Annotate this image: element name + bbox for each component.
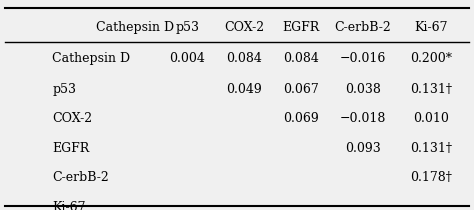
Text: Cathepsin D: Cathepsin D bbox=[96, 21, 174, 34]
Text: 0.069: 0.069 bbox=[283, 112, 319, 125]
Text: COX-2: COX-2 bbox=[52, 112, 92, 125]
Text: 0.200*: 0.200* bbox=[410, 52, 452, 65]
Text: 0.049: 0.049 bbox=[226, 83, 262, 96]
Text: C-erbB-2: C-erbB-2 bbox=[334, 21, 391, 34]
Text: −0.018: −0.018 bbox=[339, 112, 386, 125]
Text: 0.004: 0.004 bbox=[169, 52, 205, 65]
Text: 0.084: 0.084 bbox=[283, 52, 319, 65]
Text: −0.016: −0.016 bbox=[339, 52, 386, 65]
Text: p53: p53 bbox=[52, 83, 76, 96]
Text: 0.178†: 0.178† bbox=[410, 171, 452, 184]
Text: p53: p53 bbox=[175, 21, 199, 34]
Text: 0.084: 0.084 bbox=[226, 52, 262, 65]
Text: EGFR: EGFR bbox=[52, 142, 90, 155]
Text: EGFR: EGFR bbox=[283, 21, 319, 34]
Text: 0.038: 0.038 bbox=[345, 83, 381, 96]
Text: Cathepsin D: Cathepsin D bbox=[52, 52, 130, 65]
Text: 0.131†: 0.131† bbox=[410, 83, 452, 96]
Text: 0.067: 0.067 bbox=[283, 83, 319, 96]
Text: 0.131†: 0.131† bbox=[410, 142, 452, 155]
Text: COX-2: COX-2 bbox=[224, 21, 264, 34]
Text: 0.093: 0.093 bbox=[345, 142, 381, 155]
Text: 0.010: 0.010 bbox=[413, 112, 449, 125]
Text: Ki-67: Ki-67 bbox=[415, 21, 448, 34]
Text: C-erbB-2: C-erbB-2 bbox=[52, 171, 109, 184]
Text: Ki-67: Ki-67 bbox=[52, 201, 86, 210]
